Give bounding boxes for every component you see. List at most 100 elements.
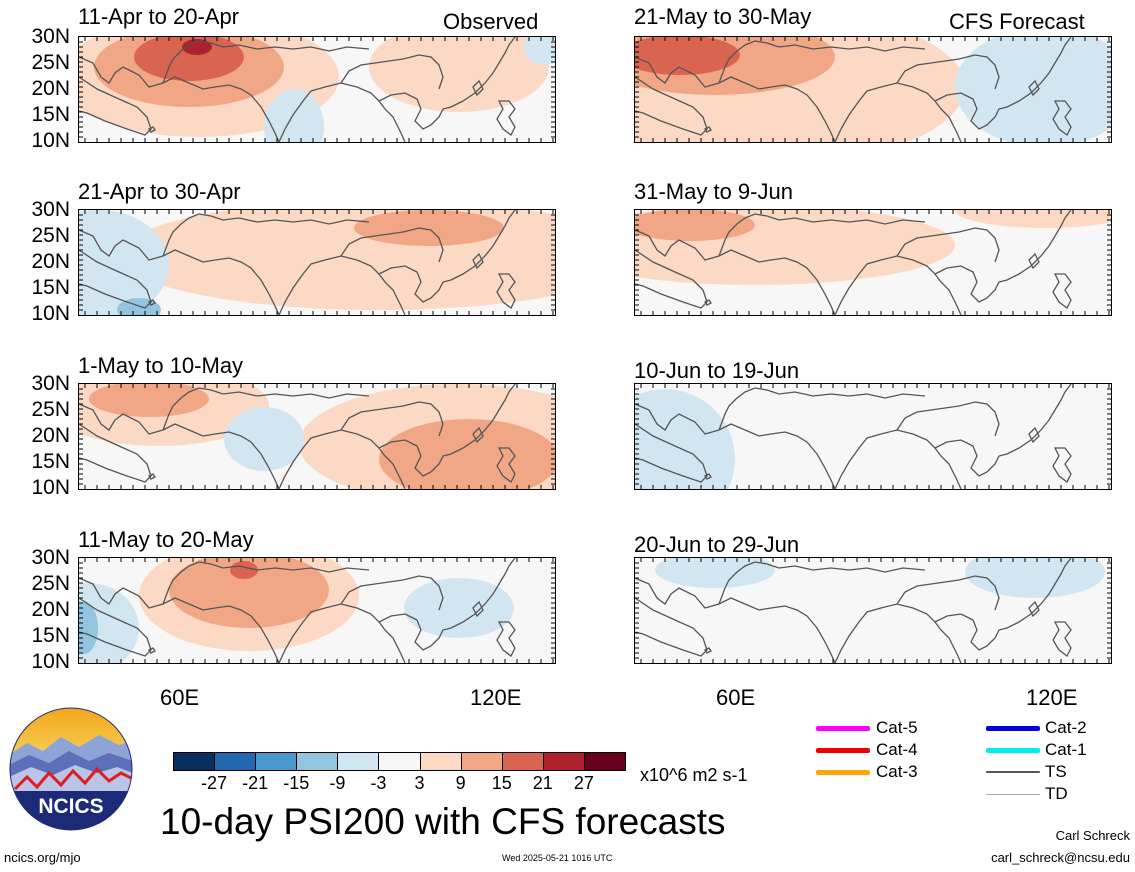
coastline: [79, 423, 152, 483]
coastline: [278, 429, 406, 489]
legend-line-cat-2: [986, 725, 1040, 731]
map-panel-4: [78, 557, 556, 664]
lat-label: 20N: [31, 424, 70, 447]
colorbar-label: 21: [532, 773, 553, 793]
coastline: [79, 403, 280, 489]
coastline: [162, 387, 370, 431]
coastline: [79, 76, 152, 136]
coastline: [378, 265, 452, 303]
observed-label: Observed: [443, 9, 539, 34]
anomaly-region: [635, 210, 755, 241]
lat-label: 15N: [31, 276, 70, 299]
coastline: [278, 603, 406, 663]
legend-line-td: [986, 793, 1040, 795]
logo-text: NCICS: [38, 795, 103, 818]
coastline: [1028, 600, 1040, 618]
coastline: [450, 37, 516, 108]
coastline: [635, 76, 708, 136]
coastline: [635, 229, 836, 315]
coastline: [148, 299, 156, 306]
coastline: [79, 577, 280, 663]
colorbar-label: 15: [491, 773, 512, 793]
anomaly-region: [379, 419, 555, 489]
legend-line-cat-5: [816, 725, 870, 731]
coastline: [896, 54, 1000, 90]
coastline: [834, 603, 962, 663]
coastline: [378, 613, 452, 651]
coastline: [1052, 100, 1072, 136]
coastline: [635, 249, 708, 309]
panel-title-8: 20-Jun to 29-Jun: [634, 532, 800, 557]
coastline: [718, 561, 926, 605]
panel-title-2: 21-Apr to 30-Apr: [78, 179, 241, 204]
colorbar-label: 9: [455, 773, 466, 793]
coastline: [718, 40, 926, 84]
anomaly-region: [169, 558, 329, 628]
coastline: [340, 54, 444, 90]
coastline: [496, 621, 516, 657]
legend-label: Cat-5: [876, 718, 918, 737]
footer-email[interactable]: carl_schreck@ncsu.edu: [991, 850, 1130, 865]
lon-label-60e-left: 60E: [160, 685, 200, 710]
coastline: [79, 56, 280, 142]
ncics-logo: NCICS: [9, 707, 133, 831]
lat-label: 15N: [31, 624, 70, 647]
coastline: [472, 426, 484, 444]
legend-label: Cat-3: [876, 762, 918, 781]
lat-label: 20N: [31, 77, 70, 100]
coastline: [834, 429, 962, 489]
anomaly-region: [134, 37, 244, 81]
anomaly-region: [955, 210, 1111, 228]
footer-author: Carl Schreck: [1055, 828, 1130, 843]
coastline: [340, 227, 444, 263]
lon-label-60e-right: 60E: [716, 685, 756, 710]
colorbar-swatch: [173, 752, 216, 771]
coastline: [934, 92, 1008, 130]
footer-url[interactable]: ncics.org/mjo: [4, 850, 81, 865]
coastline: [340, 575, 444, 611]
coastline: [162, 40, 370, 84]
colorbar-swatch: [255, 752, 298, 771]
coastline: [934, 439, 1008, 477]
coastline: [635, 577, 836, 663]
lat-label: 25N: [31, 224, 70, 247]
anomaly-region: [955, 37, 1111, 142]
panel-title-1: 11-Apr to 20-Apr: [78, 4, 240, 29]
coastline: [79, 597, 152, 657]
coastline: [1052, 273, 1072, 309]
colorbar-label: -21: [242, 773, 269, 793]
colorbar-swatch: [296, 752, 339, 771]
lat-label: 20N: [31, 598, 70, 621]
lat-label: 30N: [31, 372, 70, 395]
map-panel-1: [78, 36, 556, 143]
legend-line-ts: [986, 771, 1040, 773]
colorbar-label: 27: [573, 773, 594, 793]
coastline: [378, 92, 452, 130]
coastline: [278, 255, 406, 315]
coastline: [450, 384, 516, 455]
map-panel-6: [634, 209, 1112, 316]
colorbar-swatch: [583, 752, 626, 771]
coastline: [496, 447, 516, 483]
lon-label-120e-left: 120E: [470, 685, 522, 710]
coastline: [472, 252, 484, 270]
coastline: [1028, 252, 1040, 270]
lat-label: 30N: [31, 546, 70, 569]
coastline: [1006, 558, 1072, 629]
lon-label-120e-right: 120E: [1026, 685, 1078, 710]
coastline: [472, 600, 484, 618]
coastline: [834, 255, 962, 315]
coastline: [450, 558, 516, 629]
coastline: [635, 597, 708, 657]
coastline: [635, 56, 836, 142]
coastline: [162, 561, 370, 605]
coastline: [148, 473, 156, 480]
coastline: [79, 229, 280, 315]
coastline: [1028, 79, 1040, 97]
lat-label: 10N: [31, 129, 70, 152]
anomaly-region: [635, 37, 740, 75]
panel-title-6: 31-May to 9-Jun: [634, 179, 793, 204]
main-title: 10-day PSI200 with CFS forecasts: [160, 801, 726, 842]
coastline: [896, 401, 1000, 437]
colorbar-label: 3: [414, 773, 425, 793]
